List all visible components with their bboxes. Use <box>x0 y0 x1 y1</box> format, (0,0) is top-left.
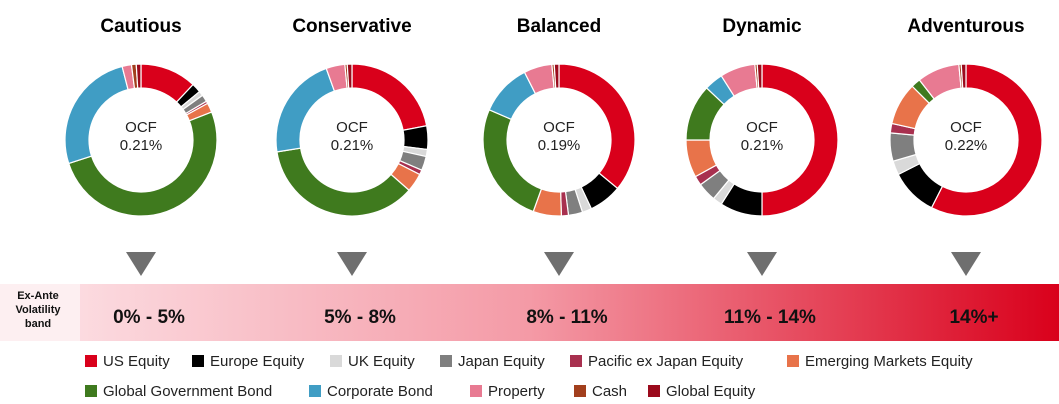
arrow <box>126 252 156 276</box>
legend-swatch <box>470 385 482 397</box>
arrow <box>337 252 367 276</box>
ocf-value: 0.21% <box>331 137 374 154</box>
legend-label: Japan Equity <box>458 353 545 370</box>
legend-swatch <box>570 355 582 367</box>
donut-slice <box>67 111 218 217</box>
legend-label: Pacific ex Japan Equity <box>588 353 744 370</box>
donut-slice <box>276 147 410 217</box>
donut-slice <box>402 125 429 151</box>
legend-swatch <box>648 385 660 397</box>
legend-label: UK Equity <box>348 353 415 370</box>
legend-label: Corporate Bond <box>327 383 433 400</box>
ocf-label: OCF <box>746 119 778 136</box>
chart-title: Adventurous <box>907 16 1024 37</box>
donut-slice <box>553 63 560 89</box>
legend-label: Cash <box>592 383 627 400</box>
ocf-value: 0.19% <box>538 137 581 154</box>
donut-slice <box>960 63 967 89</box>
legend-swatch <box>85 385 97 397</box>
donut-slice <box>64 65 129 165</box>
donut-slice <box>930 63 1043 217</box>
volatility-band: 14%+ <box>949 307 998 328</box>
donut-slice <box>346 63 353 89</box>
volatility-label-box <box>0 284 80 341</box>
legend-swatch <box>440 355 452 367</box>
donut-slice <box>482 109 543 213</box>
volatility-label: Ex-Ante Volatility band <box>15 290 61 330</box>
ocf-label: OCF <box>336 119 368 136</box>
ocf-value: 0.21% <box>120 137 163 154</box>
donut-slice <box>135 63 142 89</box>
legend-label: Global Government Bond <box>103 383 272 400</box>
legend-swatch <box>309 385 321 397</box>
ocf-label: OCF <box>543 119 575 136</box>
volatility-band: 8% - 11% <box>526 307 607 328</box>
ocf-value: 0.21% <box>741 137 784 154</box>
legend-swatch <box>330 355 342 367</box>
legend-label: Global Equity <box>666 383 756 400</box>
volatility-band: 0% - 5% <box>113 307 185 328</box>
arrow <box>747 252 777 276</box>
legend-label: Property <box>488 383 545 400</box>
legend-label: US Equity <box>103 353 170 370</box>
ocf-label: OCF <box>125 119 157 136</box>
ocf-label: OCF <box>950 119 982 136</box>
legend-swatch <box>787 355 799 367</box>
donut-slice <box>761 63 839 217</box>
volatility-band: 11% - 14% <box>724 307 816 328</box>
volatility-bar <box>0 284 1059 341</box>
chart-title: Conservative <box>292 16 411 37</box>
arrow <box>951 252 981 276</box>
chart-title: Balanced <box>517 16 601 37</box>
legend-swatch <box>192 355 204 367</box>
chart-title: Cautious <box>100 16 181 37</box>
ocf-value: 0.22% <box>945 137 988 154</box>
legend-swatch <box>85 355 97 367</box>
donut-slice <box>756 63 763 89</box>
chart-title: Dynamic <box>722 16 802 37</box>
volatility-band: 5% - 8% <box>324 307 396 328</box>
donut-slice <box>275 67 336 153</box>
legend-swatch <box>574 385 586 397</box>
legend-label: Europe Equity <box>210 353 305 370</box>
legend-label: Emerging Markets Equity <box>805 353 973 370</box>
arrow <box>544 252 574 276</box>
